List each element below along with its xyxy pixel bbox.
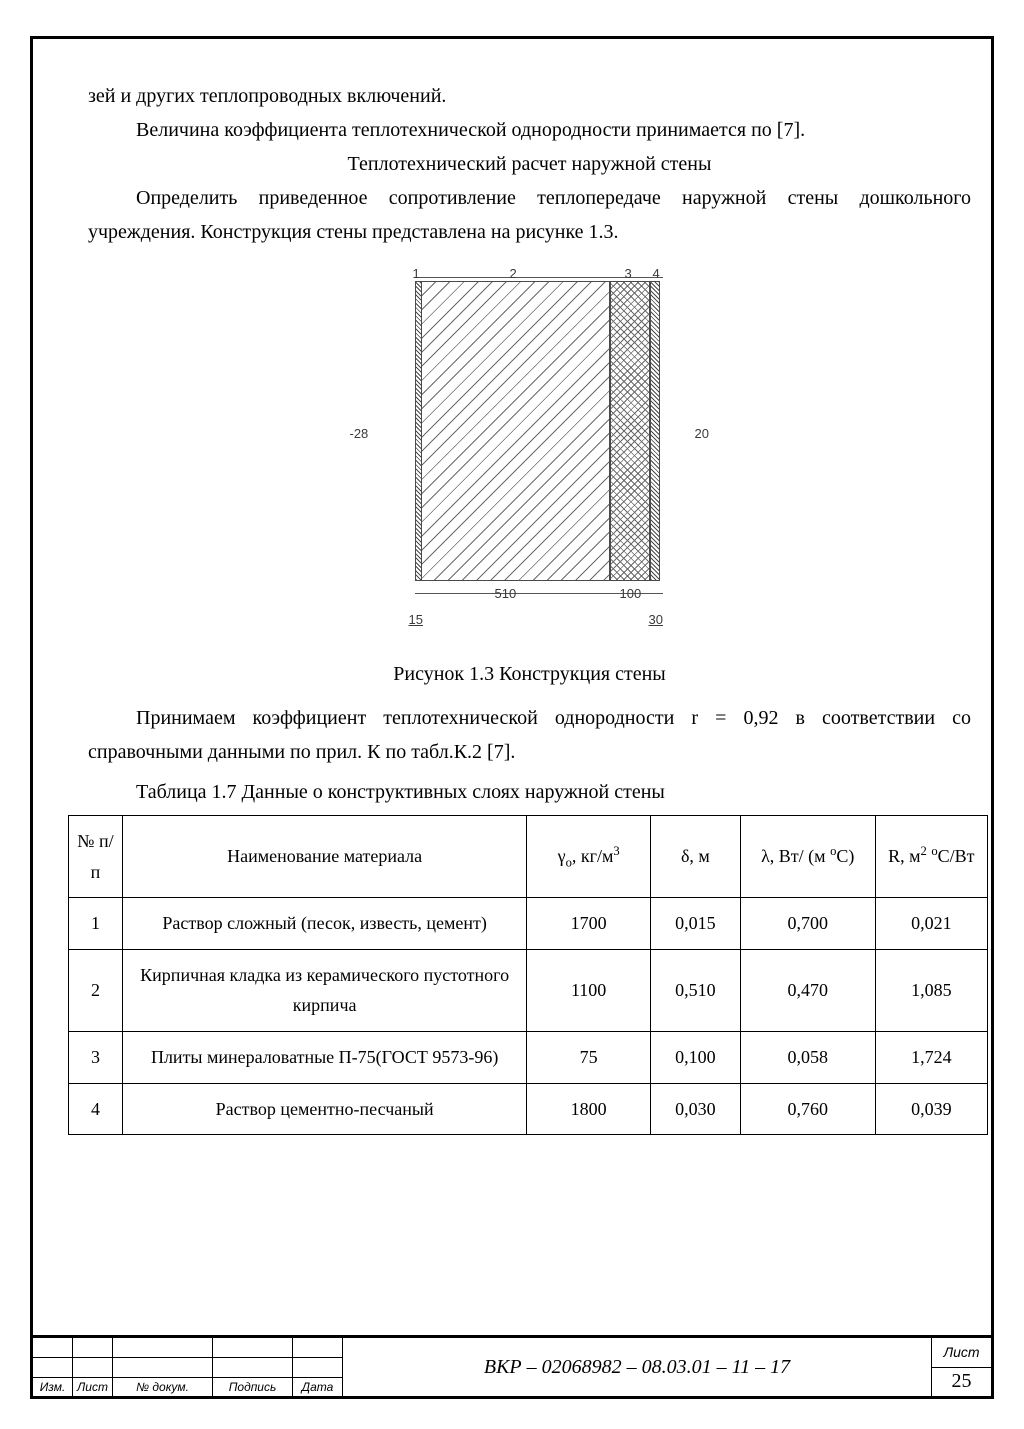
table-row: 4 Раствор цементно-песчаный 1800 0,030 0… xyxy=(69,1083,988,1135)
title-block: Изм. Лист № докум. Подпись Дата ВКР – 02… xyxy=(30,1335,994,1399)
tb-label-ndoc: № докум. xyxy=(113,1377,213,1396)
cell-delta: 0,030 xyxy=(650,1083,740,1135)
paragraph-4: Принимаем коэффициент теплотехнической о… xyxy=(88,701,971,769)
cell-name: Раствор сложный (песок, известь, цемент) xyxy=(122,898,526,950)
figure-caption: Рисунок 1.3 Конструкция стены xyxy=(88,657,971,691)
tb-cell xyxy=(113,1357,213,1376)
tb-list-label: Лист xyxy=(932,1338,991,1368)
table-header-row: № п/п Наименование материала γo, кг/м3 δ… xyxy=(69,816,988,898)
cell-lambda: 0,700 xyxy=(740,898,875,950)
cell-delta: 0,015 xyxy=(650,898,740,950)
tb-label-izm: Изм. xyxy=(33,1377,73,1396)
cell-delta: 0,510 xyxy=(650,949,740,1031)
cell-r: 1,724 xyxy=(875,1031,987,1083)
paragraph-fragment-1: зей и других теплопроводных включений. xyxy=(88,79,971,113)
cell-num: 2 xyxy=(69,949,123,1031)
tb-cell xyxy=(33,1357,73,1376)
paragraph-2: Величина коэффициента теплотехнической о… xyxy=(88,113,971,147)
tb-label-data: Дата xyxy=(293,1377,343,1396)
cell-num: 3 xyxy=(69,1031,123,1083)
tb-cell xyxy=(293,1357,343,1376)
cell-num: 4 xyxy=(69,1083,123,1135)
layer-3-insulation xyxy=(610,281,650,581)
page: зей и других теплопроводных включений. В… xyxy=(0,0,1024,1429)
cell-lambda: 0,470 xyxy=(740,949,875,1031)
tb-page-number: 25 xyxy=(932,1368,991,1397)
layer-4-mortar xyxy=(650,281,660,581)
label-top-4: 4 xyxy=(653,263,660,285)
cell-delta: 0,100 xyxy=(650,1031,740,1083)
cell-name: Плиты минераловатные П-75(ГОСТ 9573-96) xyxy=(122,1031,526,1083)
label-top-1: 1 xyxy=(413,263,420,285)
tb-cell xyxy=(33,1338,73,1357)
cell-r: 0,021 xyxy=(875,898,987,950)
tb-cell xyxy=(113,1338,213,1357)
title-block-code: ВКР – 02068982 – 08.03.01 – 11 – 17 xyxy=(343,1338,931,1396)
cell-gamma: 1800 xyxy=(527,1083,651,1135)
th-delta: δ, м xyxy=(650,816,740,898)
tb-label-list: Лист xyxy=(73,1377,113,1396)
layer-2-brick xyxy=(421,281,610,581)
label-top-2: 2 xyxy=(510,263,517,285)
tb-cell xyxy=(293,1338,343,1357)
figure-wrap: 1 2 3 4 -28 20 510 100 15 30 xyxy=(88,263,971,633)
drawing-frame: зей и других теплопроводных включений. В… xyxy=(30,36,994,1399)
tb-cell xyxy=(213,1357,293,1376)
dim-510: 510 xyxy=(495,583,517,605)
table-row: 2 Кирпичная кладка из керамического пуст… xyxy=(69,949,988,1031)
label-top-3: 3 xyxy=(625,263,632,285)
title-block-left: Изм. Лист № докум. Подпись Дата xyxy=(33,1338,343,1396)
cell-name: Раствор цементно-песчаный xyxy=(122,1083,526,1135)
cell-r: 0,039 xyxy=(875,1083,987,1135)
wall-diagram: 1 2 3 4 -28 20 510 100 15 30 xyxy=(315,263,745,633)
document-content: зей и других теплопроводных включений. В… xyxy=(88,79,971,1135)
table-row: 1 Раствор сложный (песок, известь, цемен… xyxy=(69,898,988,950)
dim-100: 100 xyxy=(620,583,642,605)
label-left-temp: -28 xyxy=(350,423,369,445)
cell-lambda: 0,058 xyxy=(740,1031,875,1083)
tb-cell xyxy=(73,1357,113,1376)
th-number: № п/п xyxy=(69,816,123,898)
table-row: 3 Плиты минераловатные П-75(ГОСТ 9573-96… xyxy=(69,1031,988,1083)
materials-table: № п/п Наименование материала γo, кг/м3 δ… xyxy=(68,815,988,1135)
table-body: 1 Раствор сложный (песок, известь, цемен… xyxy=(69,898,988,1135)
cell-gamma: 75 xyxy=(527,1031,651,1083)
cell-gamma: 1100 xyxy=(527,949,651,1031)
wall-box xyxy=(415,281,665,581)
section-heading: Теплотехнический расчет наружной стены xyxy=(88,147,971,181)
table-title: Таблица 1.7 Данные о конструктивных слоя… xyxy=(88,775,971,809)
tb-label-podpis: Подпись xyxy=(213,1377,293,1396)
cell-name: Кирпичная кладка из керамического пустот… xyxy=(122,949,526,1031)
cell-gamma: 1700 xyxy=(527,898,651,950)
cell-num: 1 xyxy=(69,898,123,950)
cell-lambda: 0,760 xyxy=(740,1083,875,1135)
label-right-temp: 20 xyxy=(695,423,709,445)
title-block-right: Лист 25 xyxy=(931,1338,991,1396)
paragraph-3: Определить приведенное сопротивление теп… xyxy=(88,181,971,249)
dim-30: 30 xyxy=(649,609,663,631)
tb-cell xyxy=(73,1338,113,1357)
th-name: Наименование материала xyxy=(122,816,526,898)
dim-15: 15 xyxy=(409,609,423,631)
th-lambda: λ, Вт/ (м oC) xyxy=(740,816,875,898)
th-gamma: γo, кг/м3 xyxy=(527,816,651,898)
tb-cell xyxy=(213,1338,293,1357)
cell-r: 1,085 xyxy=(875,949,987,1031)
th-r: R, м2 oC/Вт xyxy=(875,816,987,898)
